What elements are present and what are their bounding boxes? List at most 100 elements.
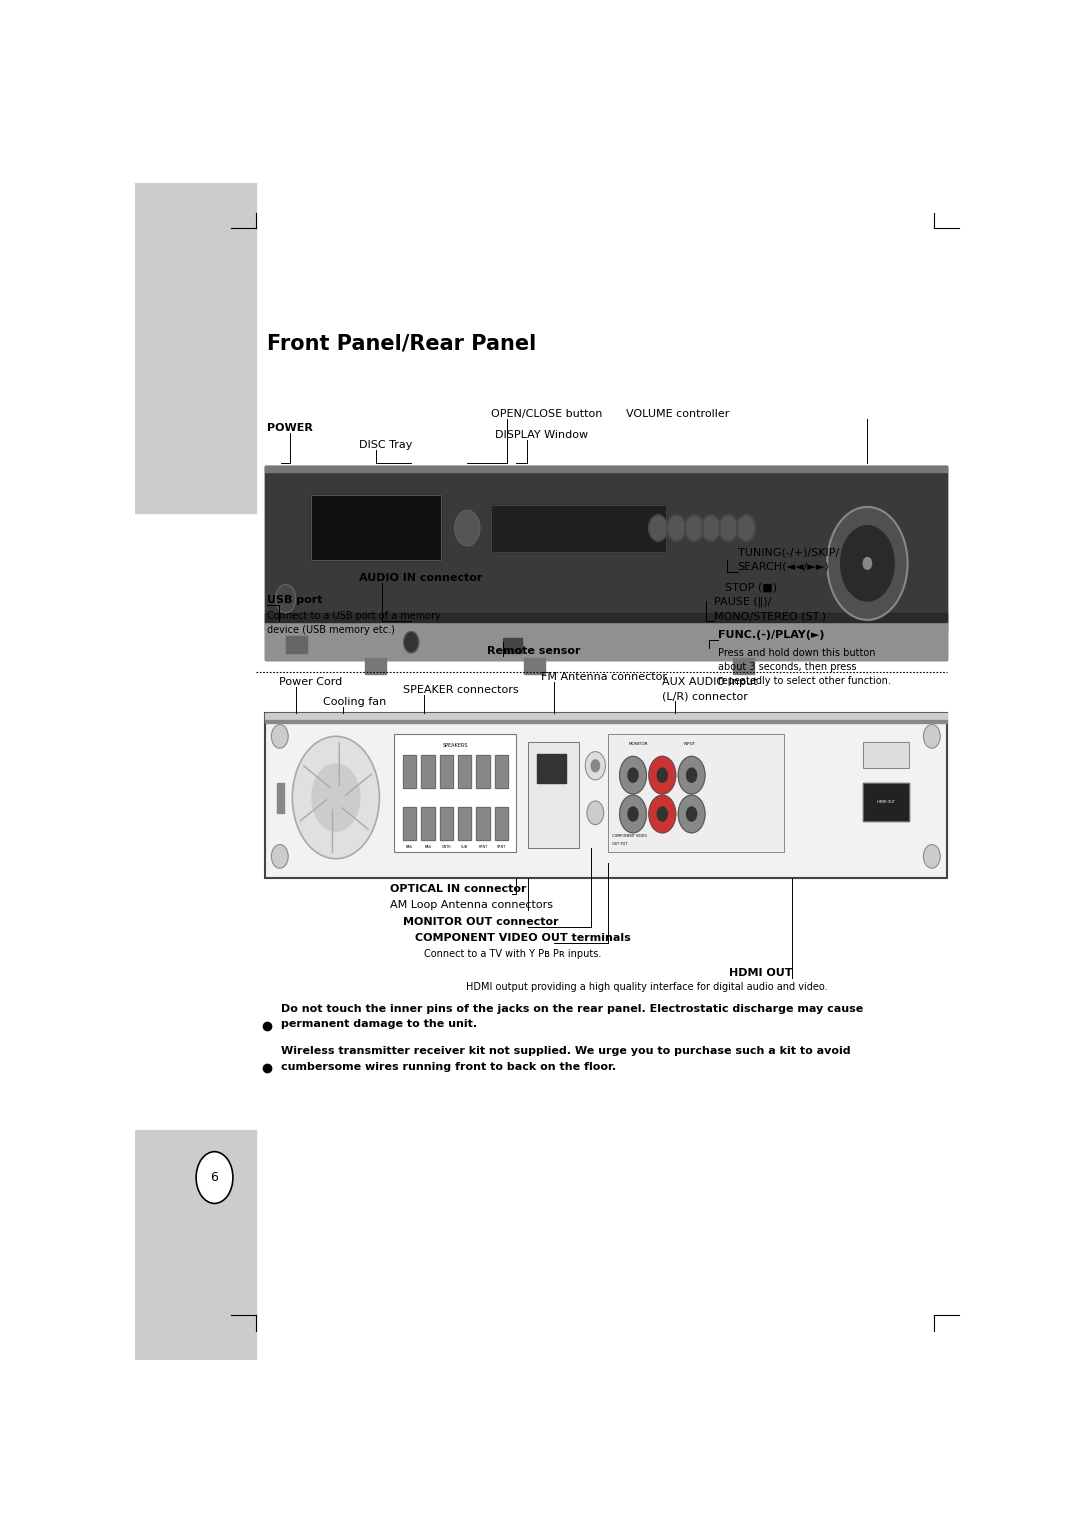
Text: OPTICAL IN connector: OPTICAL IN connector bbox=[390, 885, 527, 894]
Circle shape bbox=[275, 585, 296, 613]
Bar bbox=[495, 755, 509, 788]
Bar bbox=[421, 807, 434, 840]
Circle shape bbox=[678, 756, 705, 795]
Circle shape bbox=[719, 515, 738, 541]
Circle shape bbox=[591, 759, 599, 772]
Bar bbox=[421, 807, 434, 840]
Text: POWER: POWER bbox=[267, 423, 313, 432]
Bar bbox=[608, 733, 784, 851]
Circle shape bbox=[271, 724, 288, 749]
Circle shape bbox=[687, 807, 697, 821]
Text: USB port: USB port bbox=[267, 594, 323, 605]
Circle shape bbox=[737, 515, 755, 541]
Circle shape bbox=[863, 558, 872, 570]
Bar bbox=[490, 504, 666, 552]
Bar bbox=[265, 712, 947, 877]
Text: AUDIO IN connector: AUDIO IN connector bbox=[360, 573, 483, 584]
Text: Connect to a USB port of a memory: Connect to a USB port of a memory bbox=[267, 611, 441, 620]
Text: VOLUME controller: VOLUME controller bbox=[626, 408, 729, 419]
Bar bbox=[365, 657, 387, 674]
Bar bbox=[394, 733, 516, 851]
Text: OUT PUT: OUT PUT bbox=[612, 842, 627, 847]
Text: BAS: BAS bbox=[406, 845, 413, 850]
Bar bbox=[528, 743, 579, 848]
Text: SEARCH(◄◄/►►): SEARCH(◄◄/►►) bbox=[738, 562, 829, 571]
Text: FRNT: FRNT bbox=[478, 845, 488, 850]
Circle shape bbox=[455, 510, 480, 545]
Circle shape bbox=[678, 795, 705, 833]
Text: INPUT: INPUT bbox=[684, 743, 696, 746]
Bar bbox=[265, 613, 947, 622]
Bar bbox=[495, 807, 509, 840]
Circle shape bbox=[271, 845, 288, 868]
Text: HDMI output providing a high quality interface for digital audio and video.: HDMI output providing a high quality int… bbox=[465, 981, 827, 992]
Circle shape bbox=[685, 515, 703, 541]
Bar bbox=[863, 784, 909, 821]
Bar bbox=[495, 807, 509, 840]
Text: MONITOR: MONITOR bbox=[629, 743, 648, 746]
Circle shape bbox=[649, 515, 667, 541]
Bar bbox=[863, 784, 909, 821]
Circle shape bbox=[649, 515, 667, 541]
Text: MONO/STEREO (ST.): MONO/STEREO (ST.) bbox=[714, 611, 826, 620]
Text: SUB: SUB bbox=[461, 845, 469, 850]
Text: HDMI OUT: HDMI OUT bbox=[729, 967, 792, 978]
Text: DISPLAY Window: DISPLAY Window bbox=[495, 429, 588, 440]
Bar bbox=[440, 755, 454, 788]
Bar bbox=[394, 733, 516, 851]
Circle shape bbox=[719, 515, 738, 541]
Bar bbox=[528, 743, 579, 848]
Bar bbox=[524, 657, 545, 674]
Text: HDMI OUT: HDMI OUT bbox=[877, 801, 894, 804]
Text: AUX AUDIO Input: AUX AUDIO Input bbox=[662, 677, 758, 688]
Text: Wireless transmitter receiver kit not supplied. We urge you to purchase such a k: Wireless transmitter receiver kit not su… bbox=[282, 1047, 851, 1056]
Text: STOP (■): STOP (■) bbox=[725, 582, 778, 593]
Circle shape bbox=[588, 801, 604, 825]
Text: OPEN/CLOSE button: OPEN/CLOSE button bbox=[490, 408, 602, 419]
Circle shape bbox=[620, 756, 647, 795]
Bar bbox=[285, 636, 307, 652]
Bar bbox=[265, 712, 947, 720]
Text: Connect to a TV with Y Pʙ Pʀ inputs.: Connect to a TV with Y Pʙ Pʀ inputs. bbox=[423, 949, 602, 958]
Bar bbox=[440, 755, 454, 788]
Bar bbox=[403, 755, 416, 788]
Bar bbox=[265, 466, 947, 631]
Circle shape bbox=[327, 785, 345, 810]
Circle shape bbox=[312, 764, 360, 831]
Text: Cooling fan: Cooling fan bbox=[323, 697, 387, 707]
Circle shape bbox=[649, 756, 676, 795]
Text: FM Antenna connector: FM Antenna connector bbox=[541, 672, 667, 681]
Bar bbox=[537, 753, 566, 784]
Bar bbox=[495, 755, 509, 788]
Text: SPEAKER connectors: SPEAKER connectors bbox=[403, 685, 518, 695]
Circle shape bbox=[404, 631, 419, 652]
Text: repeatedly to select other function.: repeatedly to select other function. bbox=[717, 675, 890, 686]
Bar bbox=[458, 807, 472, 840]
Bar bbox=[265, 720, 947, 723]
Circle shape bbox=[649, 795, 676, 833]
Text: permanent damage to the unit.: permanent damage to the unit. bbox=[282, 1019, 477, 1030]
Bar bbox=[265, 712, 947, 877]
Circle shape bbox=[685, 515, 703, 541]
Text: (L/R) connector: (L/R) connector bbox=[662, 691, 748, 701]
Circle shape bbox=[737, 515, 755, 541]
Bar bbox=[311, 495, 441, 559]
Bar bbox=[863, 743, 909, 769]
Bar bbox=[863, 743, 909, 769]
Text: Press and hold down this button: Press and hold down this button bbox=[717, 648, 875, 657]
Text: FRNT: FRNT bbox=[497, 845, 507, 850]
Circle shape bbox=[923, 724, 941, 749]
Text: about 3 seconds, then press: about 3 seconds, then press bbox=[717, 662, 856, 672]
Bar bbox=[476, 755, 490, 788]
Circle shape bbox=[627, 769, 638, 782]
Text: 6: 6 bbox=[211, 1170, 218, 1184]
Circle shape bbox=[923, 845, 941, 868]
Bar bbox=[440, 807, 454, 840]
Text: COMPONENT VIDEO OUT terminals: COMPONENT VIDEO OUT terminals bbox=[416, 934, 631, 943]
Text: Remote sensor: Remote sensor bbox=[486, 646, 580, 657]
Circle shape bbox=[627, 807, 638, 821]
Circle shape bbox=[702, 515, 720, 541]
Bar bbox=[265, 466, 947, 472]
Circle shape bbox=[667, 515, 686, 541]
Bar bbox=[458, 807, 472, 840]
